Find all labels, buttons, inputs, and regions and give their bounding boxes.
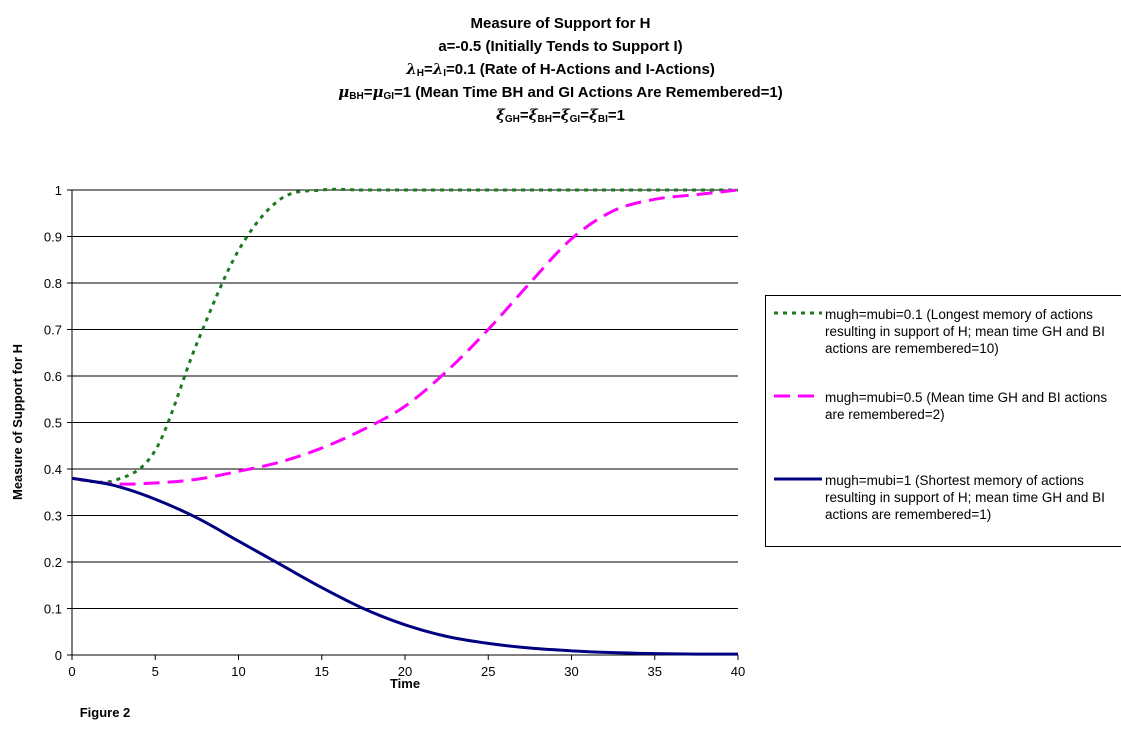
legend-swatch-solid: [774, 477, 822, 481]
x-tick-label: 0: [68, 664, 75, 679]
gridlines: [72, 189, 738, 609]
y-tick-labels: 0 0.1 0.2 0.3 0.4 0.5 0.6 0.7 0.8 0.9 1: [44, 183, 62, 663]
y-tick-label: 0.3: [44, 509, 62, 524]
x-tick-label: 20: [398, 664, 412, 679]
chart-title: Measure of Support for H: [470, 15, 651, 32]
series-line-1: [71, 187, 738, 484]
series-layer: [71, 187, 739, 656]
y-tick-label: 0.4: [44, 462, 62, 477]
x-tick-label: 10: [231, 664, 245, 679]
figure-caption: Figure 2: [79, 705, 131, 720]
y-tick-label: 0.2: [44, 555, 62, 570]
legend-label: mugh=mubi=0.5 (Mean time GH and BI actio…: [825, 390, 1108, 422]
y-tick-label: 1: [55, 183, 62, 198]
y-tick-label: 0.5: [44, 416, 62, 431]
y-tick-label: 0.9: [44, 230, 62, 245]
chart-subtitle-a: a=-0.5 (Initially Tends to Support I): [438, 38, 683, 55]
series-line-3: [71, 476, 739, 656]
y-axis-label: Measure of Support for H: [10, 344, 25, 500]
y-tick-label: 0: [55, 648, 62, 663]
x-axis-label: Time: [390, 676, 420, 691]
legend: mugh=mubi=0.1 (Longest memory of actions…: [765, 295, 1121, 547]
chart-subtitle-lambda: λH=λI=0.1 (Rate of H-Actions and I-Actio…: [406, 60, 715, 79]
legend-label: mugh=mubi=1 (Shortest memory of actions …: [825, 473, 1105, 522]
axes: [67, 189, 739, 660]
x-tick-label: 15: [315, 664, 329, 679]
chart-subtitle-mu: μBH=μGI=1 (Mean Time BH and GI Actions A…: [338, 83, 783, 102]
legend-swatch-dashed: [774, 394, 822, 398]
x-tick-label: 25: [481, 664, 495, 679]
x-tick-label: 5: [152, 664, 159, 679]
y-tick-label: 0.7: [44, 323, 62, 338]
y-tick-label: 0.8: [44, 276, 62, 291]
y-tick-label: 0.1: [44, 602, 62, 617]
x-tick-label: 30: [564, 664, 578, 679]
x-tick-labels: 0 5 10 15 20 25 30 35 40: [68, 664, 745, 679]
x-tick-label: 40: [731, 664, 745, 679]
legend-swatch-dotted: [774, 311, 822, 315]
chart-title-block: Measure of Support for H a=-0.5 (Initial…: [0, 12, 1121, 127]
x-tick-label: 35: [648, 664, 662, 679]
y-tick-label: 0.6: [44, 369, 62, 384]
series-line-2: [71, 188, 739, 486]
chart-subtitle-xi: ξGH=ξBH=ξGI=ξBI=1: [496, 106, 625, 125]
legend-label: mugh=mubi=0.1 (Longest memory of actions…: [825, 307, 1105, 356]
